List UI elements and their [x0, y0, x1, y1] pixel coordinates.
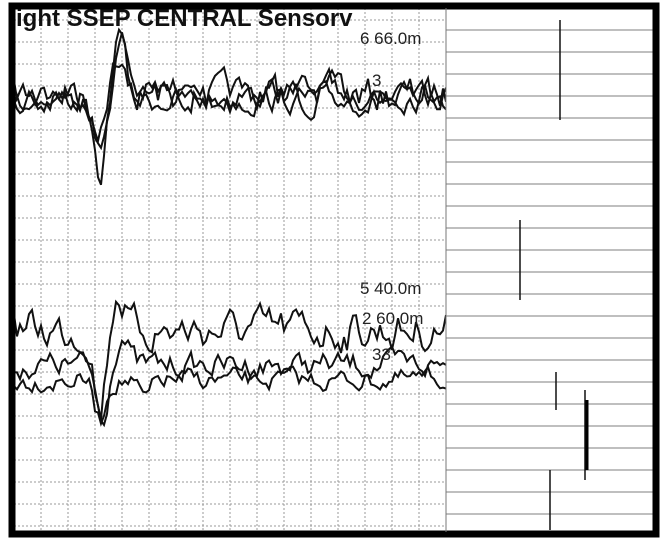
page: ight SSEP CENTRAL Sensorv 6 66.0m 3 5 40… — [0, 0, 663, 540]
trace-label: 3 — [372, 71, 381, 90]
trace-label: 5 40.0m — [360, 279, 421, 298]
screenshot: ight SSEP CENTRAL Sensorv 6 66.0m 3 5 40… — [0, 0, 663, 540]
trace-label: 33 — [372, 345, 391, 364]
trace-label: 2 60.0m — [362, 309, 423, 328]
trace-label: 6 66.0m — [360, 29, 421, 48]
